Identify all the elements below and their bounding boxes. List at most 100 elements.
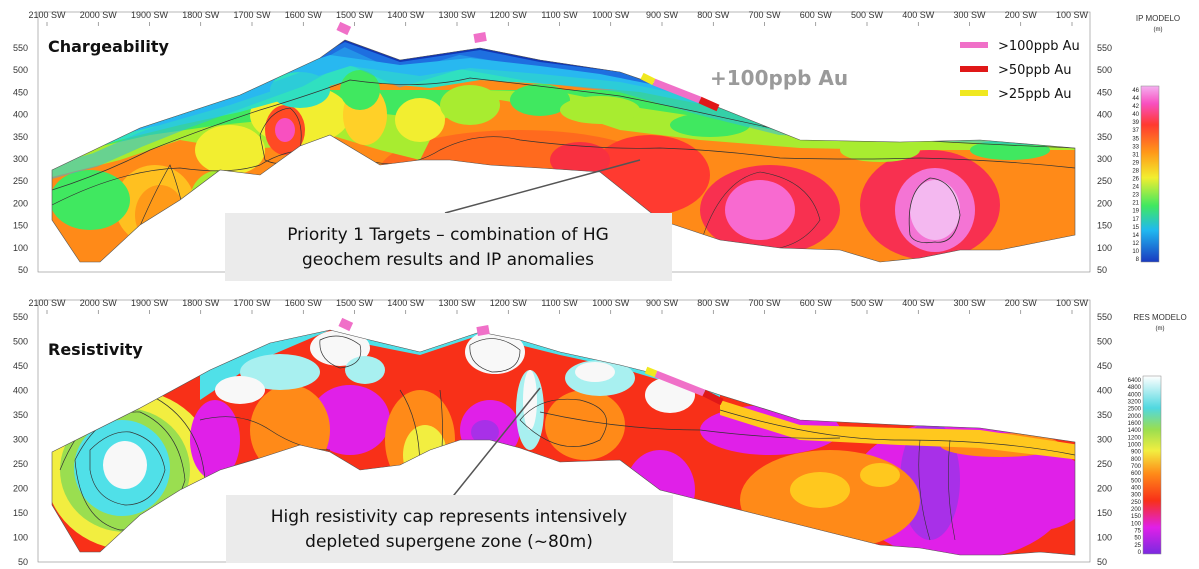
res-sample-marker [476,325,490,336]
ip-top-ticks: 2100 SW 2000 SW 1900 SW 1800 SW 1700 SW 1600 … [28,10,1089,26]
res-zone [575,362,615,382]
ip-callout-line2: geochem results and IP anomalies [302,250,594,270]
colorbar-tick-label: 15 [1132,225,1139,231]
ip-title: Chargeability [48,37,169,56]
y-tick-label: 550 [1097,312,1112,322]
res-callout-line2: depleted supergene zone (~80m) [305,532,593,552]
ip-au-100-strip [652,78,702,104]
y-tick-label: 300 [13,435,28,445]
y-tick-label: 400 [13,110,28,120]
colorbar-tick-label: 900 [1131,450,1142,456]
x-tick-label: 1400 SW [387,10,425,20]
y-tick-label: 550 [1097,43,1112,53]
ip-legend: >100ppb Au >50ppb Au >25ppb Au [960,39,1080,102]
ip-zone [910,180,960,240]
x-tick-label: 2000 SW [80,298,118,308]
x-tick-label: 1100 SW [541,10,578,20]
colorbar-tick-label: 500 [1131,478,1142,484]
x-tick-label: 1800 SW [182,298,220,308]
y-tick-label: 150 [1097,221,1112,231]
res-title: Resistivity [48,340,143,359]
y-tick-label: 300 [13,154,28,164]
x-tick-label: 600 SW [800,298,833,308]
x-tick-label: 2100 SW [28,298,66,308]
x-tick-label: 900 SW [646,298,679,308]
ip-sample-marker [336,21,352,36]
res-colorbar-ticks: 6400480040003200250020001600140012001000… [1128,378,1142,556]
res-zone [720,400,1075,460]
x-tick-label: 100 SW [1056,298,1089,308]
y-tick-label: 200 [13,198,28,208]
y-tick-label: 200 [1097,484,1112,494]
res-contour [539,411,841,439]
colorbar-tick-label: 4800 [1128,385,1142,391]
res-zone [240,354,320,390]
colorbar-tick-label: 6400 [1128,378,1142,384]
res-au-100-strip [654,370,706,397]
res-panel: 2100 SW 2000 SW 1900 SW 1800 SW 1700 SW 1600 … [13,298,1187,567]
res-zone [215,376,265,404]
colorbar-tick-label: 26 [1132,177,1139,183]
res-left-ticks: 550 500 450 400 350 300 250 200 150 100 50 [13,312,28,567]
res-zone [310,385,390,455]
y-tick-label: 200 [1097,198,1112,208]
res-au-50-strip [702,389,724,406]
ip-callout-pointer [444,159,641,214]
colorbar-tick-label: 14 [1132,233,1139,239]
colorbar-tick-label: 200 [1131,507,1142,513]
ip-zone [560,96,640,124]
colorbar-tick-label: 25 [1134,543,1141,549]
res-zone [790,472,850,508]
res-zone [990,450,1075,530]
ip-panel: 2100 SW 2000 SW 1900 SW 1800 SW 1700 SW 1600 … [13,10,1180,281]
ip-au-25-strip [640,72,656,86]
ip-right-ticks: 550 500 450 400 350 300 250 200 150 100 50 [1097,43,1112,275]
colorbar-tick-label: 3200 [1128,400,1142,406]
y-tick-label: 400 [1097,386,1112,396]
colorbar-tick-label: 21 [1132,201,1139,207]
ip-section-outline [51,39,1076,263]
y-tick-label: 100 [1097,243,1112,253]
colorbar-tick-label: 400 [1131,486,1142,492]
colorbar-tick-label: 2000 [1128,414,1142,420]
res-right-ticks: 550 500 450 400 350 300 250 200 150 100 50 [1097,312,1112,567]
y-tick-label: 250 [13,459,28,469]
colorbar-tick-label: 40 [1132,112,1139,118]
y-tick-label: 150 [13,508,28,518]
res-contour [469,338,521,373]
x-tick-label: 1900 SW [131,10,169,20]
ip-zone [395,98,445,142]
ip-colorbar-ticks: 46 44 42 40 39 37 35 33 31 29 28 26 24 23 21 19 17 15 14 12… [1132,88,1139,263]
x-tick-label: 1000 SW [592,10,630,20]
y-tick-label: 250 [13,176,28,186]
ip-colorbar [1140,85,1160,263]
res-contour [319,335,362,369]
y-tick-label: 400 [1097,110,1112,120]
y-tick-label: 50 [1097,557,1107,567]
x-tick-label: 1500 SW [336,10,374,20]
x-tick-label: 2000 SW [80,10,118,20]
res-zone [103,441,147,489]
x-tick-label: 1500 SW [336,298,374,308]
colorbar-tick-label: 4000 [1128,392,1142,398]
x-tick-label: 1700 SW [233,10,271,20]
ip-colorbar-unit: (m) [1154,27,1163,33]
y-tick-label: 500 [13,337,28,347]
ip-colorbar-title: IP MODELO [1136,14,1180,23]
colorbar-tick-label: 800 [1131,457,1142,463]
res-callout-line1: High resistivity cap represents intensiv… [271,507,628,527]
x-tick-label: 2100 SW [28,10,66,20]
x-tick-label: 1700 SW [233,298,271,308]
big-au-label: +100ppb Au [710,66,848,90]
res-zone [190,400,240,480]
ip-callout-box [225,213,672,281]
res-colorbar-unit: (m) [1156,326,1165,332]
res-section-outline [51,329,1076,556]
colorbar-tick-label: 100 [1131,521,1142,527]
res-contour [519,398,608,447]
ip-zone [550,142,610,178]
y-tick-label: 300 [1097,154,1112,164]
y-tick-label: 500 [13,65,28,75]
colorbar-tick-label: 1400 [1128,428,1142,434]
